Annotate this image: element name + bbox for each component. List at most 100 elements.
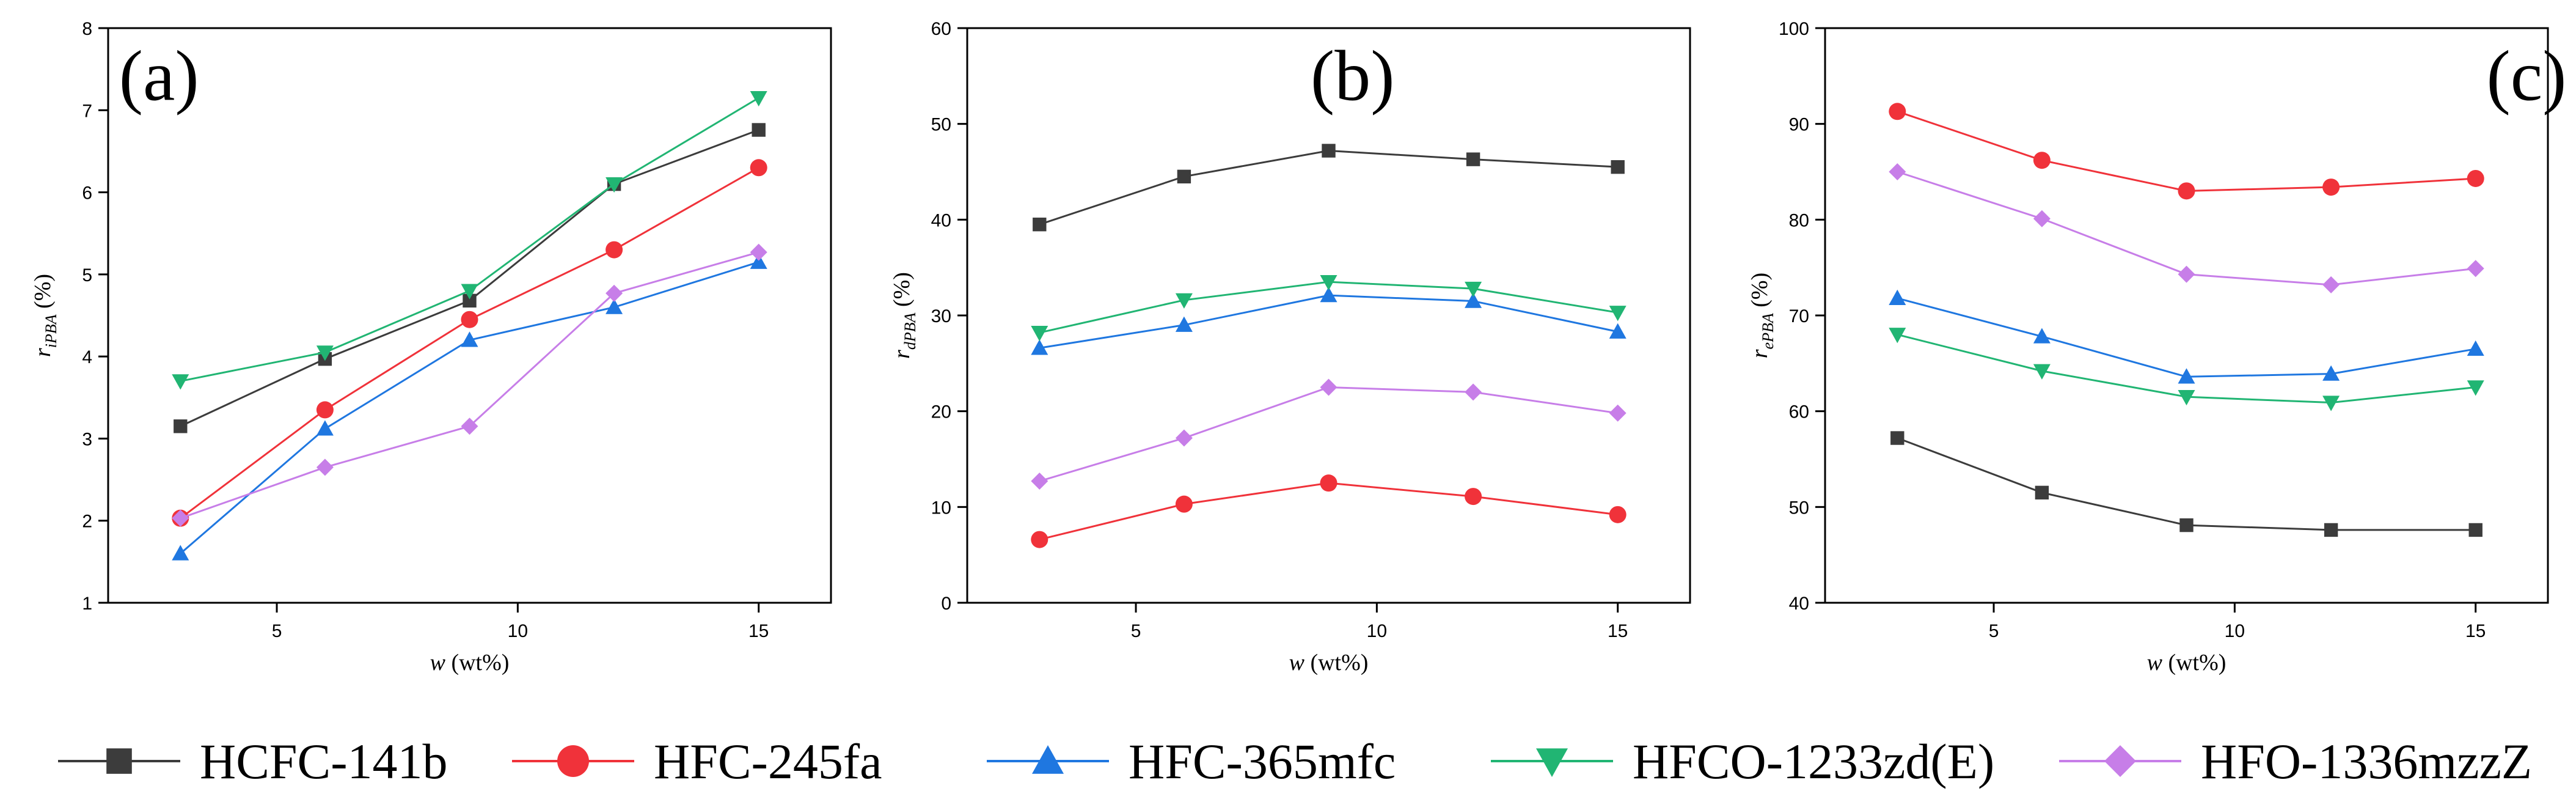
- panel-label: (c): [2486, 36, 2566, 116]
- y-tick-label: 10: [931, 498, 951, 518]
- legend-item-hfo-1336mzzz: HFO-1336mzzZ: [2059, 734, 2532, 789]
- y-tick-label: 20: [931, 402, 951, 422]
- y-tick-label: 6: [82, 183, 92, 204]
- series-line: [1897, 297, 2476, 378]
- data-point: [2322, 179, 2340, 196]
- series-hfc-245fa: [1031, 474, 1626, 548]
- data-point: [2035, 485, 2049, 500]
- data-point: [2033, 364, 2051, 380]
- data-point: [1889, 163, 1906, 180]
- legend-label: HFC-365mfc: [1129, 734, 1396, 789]
- x-tick-label: 10: [508, 621, 528, 641]
- data-point: [1175, 316, 1193, 332]
- series-hcfc-141b: [1033, 144, 1625, 232]
- data-point: [2178, 389, 2195, 406]
- data-point: [461, 311, 478, 328]
- y-tick-label: 4: [82, 347, 92, 367]
- legend-marker: [2104, 745, 2136, 777]
- data-point: [316, 345, 334, 361]
- y-tick-label: 8: [82, 19, 92, 39]
- data-point: [1611, 160, 1625, 174]
- x-tick-label: 5: [1131, 621, 1141, 641]
- legend-marker: [557, 745, 589, 777]
- data-point: [316, 401, 334, 419]
- series-hcfc-141b: [174, 123, 766, 433]
- y-tick-label: 90: [1789, 115, 1809, 135]
- y-tick-label: 7: [82, 101, 92, 121]
- data-point: [1175, 495, 1193, 513]
- y-tick-label: 40: [931, 210, 951, 230]
- series-hfo-1336mzzz: [172, 243, 767, 527]
- y-tick-label: 50: [931, 115, 951, 135]
- data-point: [750, 90, 767, 107]
- x-axis-title: w (wt%): [2147, 650, 2227, 676]
- data-point: [1320, 274, 1337, 291]
- y-tick-label: 5: [82, 265, 92, 285]
- data-point: [2467, 260, 2484, 278]
- y-tick-label: 50: [1789, 498, 1809, 518]
- data-point: [461, 331, 478, 347]
- y-tick-label: 0: [941, 594, 951, 614]
- data-point: [1890, 431, 1905, 445]
- x-tick-label: 15: [2465, 621, 2486, 641]
- data-point: [1322, 144, 1336, 158]
- data-point: [2033, 328, 2051, 344]
- data-point: [1465, 383, 1482, 401]
- y-axis-title: rePBA (%): [1747, 273, 1777, 358]
- legend-label: HCFC-141b: [200, 734, 448, 789]
- data-point: [1031, 326, 1048, 342]
- data-point: [750, 253, 767, 269]
- data-point: [1889, 289, 1906, 305]
- series-hfc-245fa: [172, 159, 767, 527]
- series-line: [1897, 437, 2476, 531]
- data-point: [750, 243, 767, 261]
- panel-label: (a): [119, 36, 199, 116]
- legend-marker: [1536, 748, 1568, 777]
- data-point: [1609, 506, 1626, 523]
- series-hfo-1336mzzz: [1889, 163, 2484, 293]
- y-tick-label: 2: [82, 512, 92, 532]
- data-point: [1609, 323, 1626, 339]
- legend: HCFC-141b HFC-245fa HFC-365mfc HFCO-1233zd(…: [58, 734, 2532, 789]
- data-point: [2178, 368, 2195, 384]
- data-point: [174, 419, 188, 433]
- data-point: [752, 123, 766, 137]
- data-point: [1177, 169, 1191, 184]
- legend-label: HFC-245fa: [654, 734, 882, 789]
- x-axis-title: w (wt%): [1289, 650, 1369, 676]
- x-tick-label: 5: [1989, 621, 1999, 641]
- y-axis-title: riPBA (%): [30, 274, 60, 357]
- data-point: [1175, 429, 1193, 447]
- series-hfc-365mfc: [1889, 289, 2484, 384]
- legend-marker: [1032, 745, 1064, 774]
- series-line: [1039, 150, 1618, 226]
- series-hfc-365mfc: [1031, 287, 1626, 355]
- y-tick-label: 70: [1789, 306, 1809, 326]
- plot-frame: [107, 27, 832, 604]
- series-line: [180, 129, 759, 427]
- data-point: [2322, 396, 2340, 411]
- y-tick-label: 1: [82, 594, 92, 614]
- data-point: [1320, 378, 1337, 396]
- data-point: [606, 241, 623, 259]
- y-axis-title: rdPBA (%): [889, 272, 919, 359]
- data-point: [172, 545, 189, 561]
- x-tick-label: 15: [1608, 621, 1628, 641]
- series-line: [1039, 386, 1618, 482]
- data-point: [316, 420, 334, 436]
- x-tick-label: 15: [748, 621, 769, 641]
- data-point: [750, 159, 767, 177]
- y-tick-label: 3: [82, 429, 92, 449]
- chart-panel-1: 5 10 15 0 10 20 30 40 50 60 w (wt%) rdPBA (%) (b): [889, 19, 1691, 676]
- data-point: [1031, 531, 1048, 548]
- data-point: [2467, 340, 2484, 356]
- data-point: [2467, 380, 2484, 396]
- data-point: [2179, 518, 2194, 532]
- data-point: [1031, 473, 1048, 490]
- data-point: [463, 293, 477, 308]
- panel-label: (b): [1311, 36, 1395, 116]
- data-point: [1320, 287, 1337, 303]
- data-point: [2322, 365, 2340, 381]
- x-tick-label: 10: [2225, 621, 2245, 641]
